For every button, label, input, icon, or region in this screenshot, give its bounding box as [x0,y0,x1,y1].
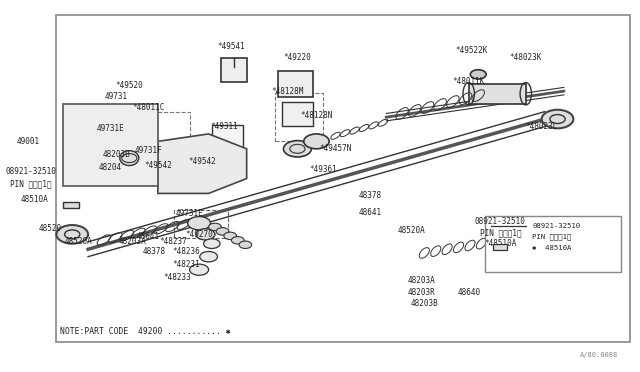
Bar [275,93,323,141]
Text: *48023K: *48023K [509,53,542,62]
Circle shape [216,228,229,235]
Text: 48520: 48520 [38,224,61,233]
Text: 48378: 48378 [143,247,166,256]
Circle shape [232,237,244,244]
Bar [173,141,225,186]
Text: 48203B: 48203B [410,299,438,308]
Circle shape [209,223,221,231]
Text: 08921-32510: 08921-32510 [6,167,56,176]
Circle shape [284,141,312,157]
Bar [56,15,630,342]
Bar [493,244,507,250]
Text: 49731: 49731 [105,92,128,101]
Text: *48510A: *48510A [484,239,516,248]
Ellipse shape [470,70,486,79]
Text: 49731E: 49731E [176,209,204,218]
Text: *49542: *49542 [188,157,216,166]
Bar [278,71,314,97]
Text: 48203R: 48203R [407,288,435,296]
Circle shape [224,232,237,240]
Text: 08921-32510: 08921-32510 [475,217,526,226]
Circle shape [551,223,583,242]
Bar [173,210,228,238]
Text: A/80.0088: A/80.0088 [580,352,618,358]
Text: *49270: *49270 [185,230,213,239]
Text: *49520: *49520 [115,81,143,90]
Bar [221,58,246,82]
Circle shape [189,264,209,275]
Text: 49731F: 49731F [134,146,162,155]
Bar [202,138,237,171]
Text: *48011C: *48011C [132,103,164,112]
Text: 48641: 48641 [359,208,382,217]
Text: PIN ピン（1）: PIN ピン（1） [532,233,572,240]
Text: NOTE:PART CODE  49200 ........... ✱: NOTE:PART CODE 49200 ........... ✱ [60,327,230,336]
Text: 48203A: 48203A [118,237,147,246]
Text: *48128N: *48128N [300,111,333,120]
Bar [173,141,225,186]
Text: 48520A: 48520A [65,237,92,246]
Bar [95,112,189,182]
Polygon shape [158,134,246,193]
Circle shape [188,217,211,230]
Text: PIN ピン（1）: PIN ピン（1） [479,228,521,237]
Polygon shape [63,104,158,186]
Text: 48510A: 48510A [20,195,48,203]
Text: 49731E: 49731E [97,124,124,133]
Bar [63,202,79,208]
Circle shape [200,251,218,262]
Text: *48233: *48233 [163,273,191,282]
Text: 48520A: 48520A [397,226,426,235]
Bar [282,102,314,126]
Text: *48236: *48236 [173,247,200,256]
Text: 48378: 48378 [359,191,382,200]
Circle shape [196,229,215,240]
Text: *49220: *49220 [284,53,311,62]
Text: *48011K: *48011K [452,77,485,86]
Circle shape [239,241,252,248]
Text: *48128M: *48128M [272,87,304,96]
Text: 48203A: 48203A [407,276,435,285]
Bar [468,84,526,104]
Text: *49457N: *49457N [319,144,351,153]
Text: *49541: *49541 [217,42,244,51]
Text: *49522K: *49522K [456,46,488,55]
Text: *49542: *49542 [144,161,172,170]
Bar [484,216,621,272]
Text: *48023L: *48023L [525,122,558,131]
Bar [212,125,243,149]
Text: PIN ピン（1）: PIN ピン（1） [10,180,52,189]
Text: 48203B: 48203B [103,150,131,159]
Text: 49001: 49001 [16,137,40,146]
Text: 08921-32510: 08921-32510 [532,223,580,229]
Text: *49361: *49361 [309,165,337,174]
Text: *48231: *48231 [173,260,200,269]
Bar [510,254,526,260]
Text: ✱  48510A: ✱ 48510A [532,245,572,251]
Ellipse shape [120,151,139,166]
Circle shape [56,225,88,244]
Text: 48204: 48204 [99,163,122,172]
Text: 48641: 48641 [137,232,160,241]
Text: *48237: *48237 [160,237,188,246]
Circle shape [204,239,220,248]
Circle shape [304,134,329,149]
Text: *49311: *49311 [211,122,238,131]
Circle shape [541,110,573,128]
Text: 48640: 48640 [457,288,480,296]
